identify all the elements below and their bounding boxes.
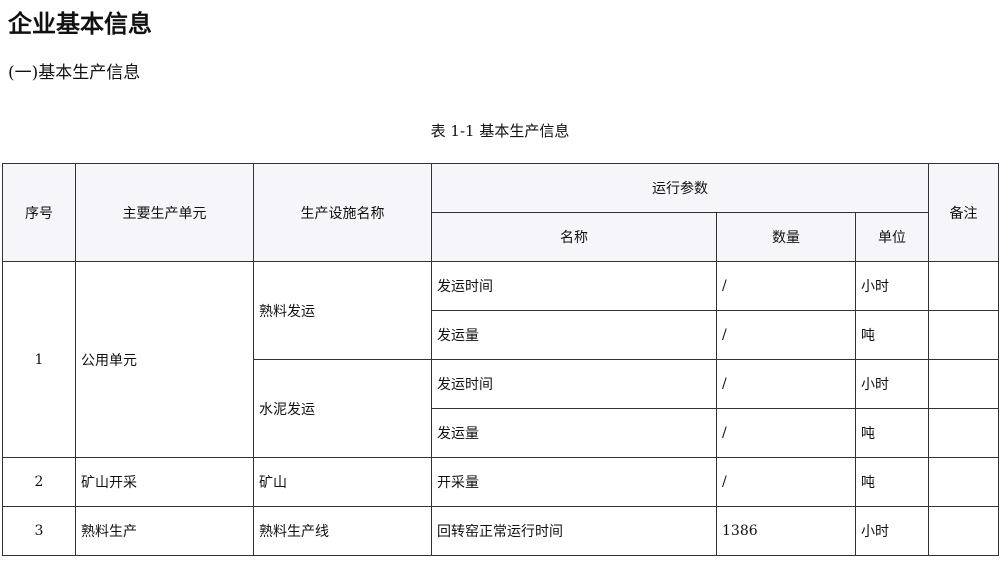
uom-cell: 吨 <box>855 408 929 458</box>
param-name-cell: 发运时间 <box>431 261 717 311</box>
remark-cell <box>928 359 999 409</box>
header-params: 运行参数 <box>431 163 929 213</box>
unit-cell: 公用单元 <box>75 261 254 458</box>
qty-cell: / <box>716 359 856 409</box>
param-name-cell: 回转窑正常运行时间 <box>431 506 717 556</box>
qty-cell: / <box>716 310 856 360</box>
uom-cell: 吨 <box>855 457 929 507</box>
uom-cell: 小时 <box>855 359 929 409</box>
facility-cell: 熟料发运 <box>253 261 432 360</box>
remark-cell <box>928 506 999 556</box>
seq-cell: 3 <box>2 506 76 556</box>
qty-cell: / <box>716 261 856 311</box>
param-name-cell: 发运量 <box>431 310 717 360</box>
table-row: 水泥发运 发运时间 / 小时 <box>3 359 999 458</box>
header-remark: 备注 <box>928 163 999 262</box>
seq-cell: 2 <box>2 457 76 507</box>
header-facility: 生产设施名称 <box>253 163 432 262</box>
qty-cell: / <box>716 457 856 507</box>
uom-cell: 小时 <box>855 261 929 311</box>
facility-cell: 熟料生产线 <box>253 506 432 556</box>
remark-cell <box>928 408 999 458</box>
table-row: 发运量 / 吨 <box>3 408 999 458</box>
header-name: 名称 <box>431 212 717 262</box>
facility-cell: 矿山 <box>253 457 432 507</box>
section-heading: (一)基本生产信息 <box>8 63 141 83</box>
param-name-cell: 发运时间 <box>431 359 717 409</box>
table-row: 1 公用单元 熟料发运 发运时间 / 小时 <box>2 261 999 458</box>
header-seq: 序号 <box>2 163 76 262</box>
page-title: 企业基本信息 <box>8 10 152 38</box>
table-row: 2 矿山开采 矿山 开采量 / 吨 <box>2 457 999 507</box>
uom-cell: 吨 <box>855 310 929 360</box>
facility-cell: 水泥发运 <box>253 359 432 458</box>
table-row: 3 熟料生产 熟料生产线 回转窑正常运行时间 1386 小时 <box>2 506 999 556</box>
header-unit: 主要生产单元 <box>75 163 254 262</box>
remark-cell <box>928 261 999 311</box>
qty-cell: 1386 <box>716 506 856 556</box>
param-name-cell: 发运量 <box>431 408 717 458</box>
uom-cell: 小时 <box>855 506 929 556</box>
unit-cell: 矿山开采 <box>75 457 254 507</box>
remark-cell <box>928 310 999 360</box>
unit-cell: 熟料生产 <box>75 506 254 556</box>
remark-cell <box>928 457 999 507</box>
header-qty: 数量 <box>716 212 856 262</box>
table-row: 发运量 / 吨 <box>3 310 999 360</box>
header-uom: 单位 <box>855 212 929 262</box>
param-name-cell: 开采量 <box>431 457 717 507</box>
production-info-table: 序号 主要生产单元 生产设施名称 运行参数 备注 名称 数量 单位 1 公用单元熟… <box>2 163 999 556</box>
table-caption: 表 1-1 基本生产信息 <box>430 122 570 140</box>
seq-cell: 1 <box>2 261 76 458</box>
qty-cell: / <box>716 408 856 458</box>
